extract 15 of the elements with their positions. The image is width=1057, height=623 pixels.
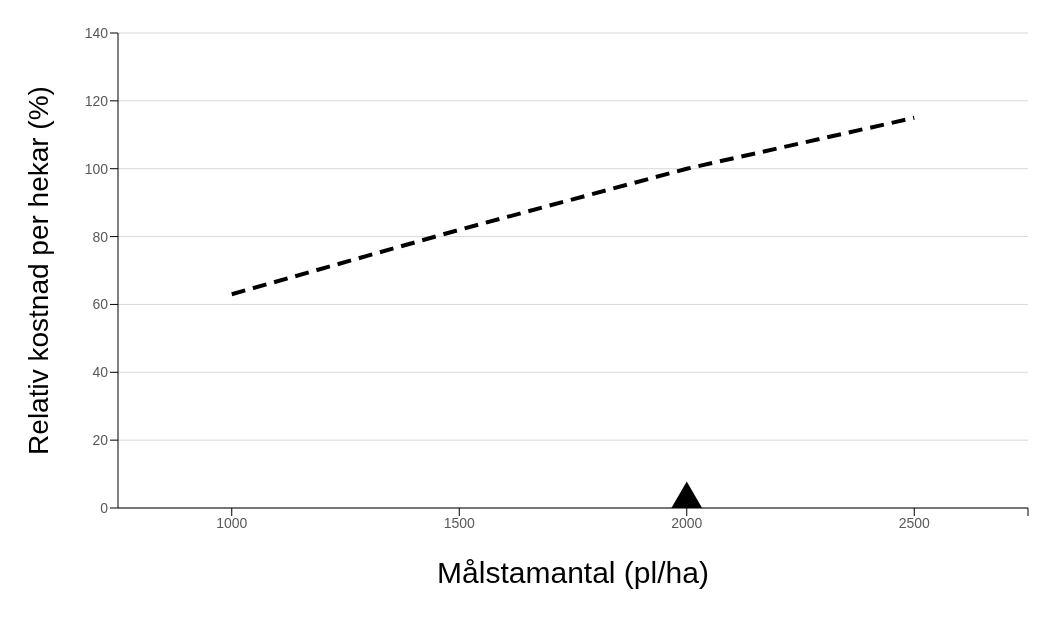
y-tick-label: 140 [84,24,109,41]
y-tick-label: 60 [92,296,109,313]
y-tick-label: 120 [84,92,109,109]
y-tick-label: 100 [84,160,109,177]
y-axis-title: Relativ kostnad per hekar (%) [22,86,54,455]
y-tick-label: 20 [92,432,109,449]
x-tick-label: 2000 [671,514,703,531]
y-tick-label: 80 [92,228,109,245]
x-tick-label: 1500 [443,514,476,531]
x-tick-label: 2500 [898,514,931,531]
line-series [229,115,917,297]
x-tick-label: 1000 [216,514,248,531]
x-axis-title: Målstamantal (pl/ha) [437,556,709,589]
y-tick-label: 40 [92,364,109,381]
y-tick-label: 0 [100,499,109,516]
